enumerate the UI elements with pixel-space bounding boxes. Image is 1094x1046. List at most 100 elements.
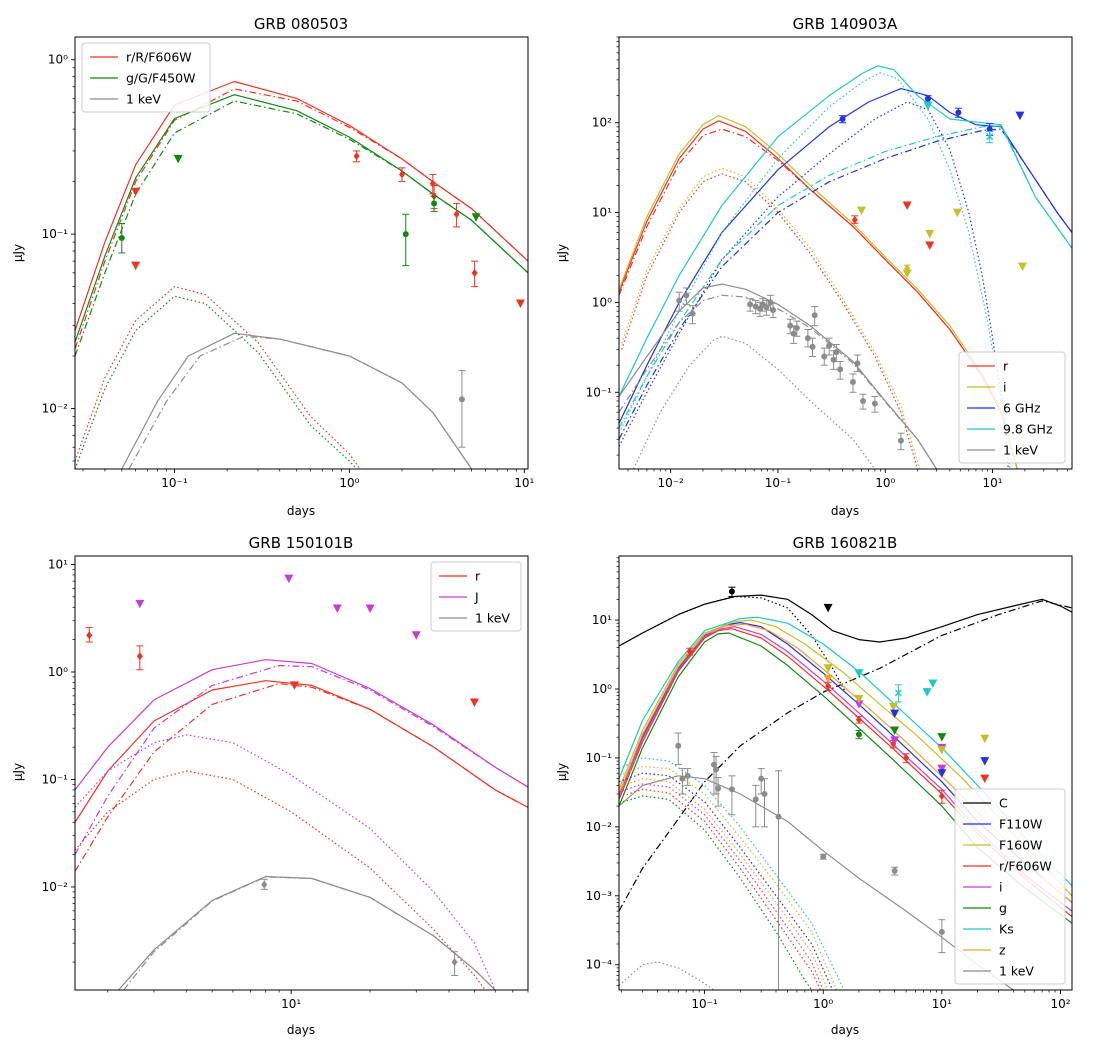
series-line: J forward — [75, 664, 528, 855]
series-line: 1 keV forward — [128, 335, 473, 469]
x-tick-label: 10⁻¹ — [161, 476, 188, 490]
upper-limit-marker — [515, 299, 525, 309]
data-points — [675, 95, 1027, 451]
upper-limit-marker — [888, 702, 898, 712]
legend-label: F110W — [999, 817, 1042, 832]
x-tick-label: 10¹ — [932, 997, 952, 1011]
series-line: r forward — [75, 88, 528, 349]
data-points — [118, 150, 525, 448]
y-tick-label: 10⁻² — [42, 402, 69, 416]
series-line: 6 GHz forward — [619, 128, 1072, 440]
upper-limit-marker — [980, 734, 990, 744]
upper-limit-marker — [890, 736, 900, 745]
data-marker — [261, 880, 268, 889]
upper-limit-marker — [823, 674, 833, 684]
y-tick-label: 10¹ — [592, 613, 612, 627]
upper-limit-marker — [854, 700, 864, 709]
series-line: 9.8 GHz forward — [619, 125, 1072, 429]
data-marker — [820, 853, 827, 860]
upper-limit-marker — [135, 599, 145, 609]
data-marker — [683, 292, 690, 299]
data-marker — [825, 682, 832, 691]
panel-grb-160821b: GRB 160821B 10⁻¹ 10⁰ 10¹ 10²10⁻⁴10⁻³10⁻²10⁻… — [555, 534, 1073, 1037]
x-tick-label: 10¹ — [281, 997, 301, 1011]
upper-limit-marker — [1015, 111, 1025, 121]
x-axis-label: days — [287, 1023, 315, 1037]
series-line: r reverse — [75, 286, 361, 469]
y-tick-label: 10⁻² — [42, 880, 69, 894]
upper-limit-marker — [928, 679, 938, 689]
data-marker — [849, 379, 856, 386]
upper-limit-marker — [937, 733, 947, 742]
axes-frame — [618, 555, 1073, 991]
data-marker — [713, 766, 720, 773]
data-marker — [747, 301, 754, 308]
legend: r/R/F606W g/G/F450W 1 keV — [81, 42, 211, 113]
data-marker — [675, 742, 682, 749]
upper-limit-marker — [131, 261, 141, 271]
axes-frame — [74, 36, 529, 470]
upper-limit-marker — [823, 664, 833, 673]
legend-box — [430, 561, 522, 632]
data-marker — [728, 588, 735, 595]
series-line: 1 keV total — [121, 332, 473, 469]
legend-label: r/R/F606W — [126, 50, 192, 65]
upper-limit-marker — [823, 603, 833, 613]
data-marker — [431, 200, 438, 207]
upper-limit-marker — [854, 694, 864, 704]
series-line: g reverse — [75, 295, 358, 469]
series-line: i reverse — [621, 167, 921, 469]
legend-label: 1 keV — [1003, 443, 1038, 458]
y-tick-label: 10⁰ — [592, 295, 612, 309]
y-tick-label: 10⁻¹ — [42, 227, 69, 241]
series-line: F110W reverse — [619, 772, 834, 990]
data-points — [674, 586, 990, 990]
upper-limit-marker — [890, 709, 900, 719]
data-marker — [118, 235, 125, 242]
minor-ticks — [72, 67, 517, 472]
data-marker — [763, 304, 770, 311]
legend-box — [954, 788, 1066, 985]
data-marker — [684, 772, 691, 779]
y-tick-label: 10⁻² — [586, 820, 613, 834]
data-marker — [402, 231, 409, 238]
upper-limit-marker — [284, 574, 294, 584]
upper-limit-marker — [173, 154, 183, 164]
legend: C F110W F160W r/F606W ig Ks z 1 keV — [954, 788, 1066, 985]
data-marker — [793, 324, 800, 331]
y-tick-label: 10¹ — [48, 558, 68, 572]
data-marker — [728, 786, 735, 793]
data-marker — [471, 268, 478, 277]
y-axis-label: μJy — [555, 244, 569, 262]
series-line: Ks — [619, 616, 1072, 887]
data-marker — [451, 958, 458, 967]
series-line: 6 GHz reverse — [619, 101, 1009, 469]
series-line: 9.8 GHz reverse — [619, 72, 1011, 469]
series-line: z reverse — [619, 778, 829, 990]
series-line: J total — [75, 659, 528, 791]
series-line: Ks reverse — [619, 757, 845, 990]
x-tick-label: 10⁰ — [875, 476, 895, 490]
data-marker — [891, 867, 898, 874]
series-line: r forward — [619, 128, 1018, 469]
legend-label: 6 GHz — [1003, 401, 1041, 416]
data-marker — [770, 307, 777, 314]
upper-limit-marker — [411, 631, 421, 640]
data-marker — [767, 299, 774, 306]
data-marker — [903, 753, 910, 762]
series-line: C forward — [619, 600, 1072, 912]
y-axis-label: μJy — [11, 244, 25, 262]
data-marker — [86, 631, 93, 640]
legend-label: J — [474, 590, 479, 605]
y-tick-label: 10⁻¹ — [42, 772, 69, 786]
x-tick-label: 10¹ — [983, 476, 1003, 490]
series-lines: r totalr forwardr reverseJ totalJ forwar… — [75, 659, 528, 990]
series-line: r reverse — [75, 770, 486, 990]
y-axis-label: μJy — [555, 763, 569, 781]
data-marker — [855, 731, 862, 738]
legend-label: 1 keV — [999, 964, 1034, 979]
legend-label: i — [999, 880, 1002, 895]
panel-grb-140903a: GRB 140903A 10⁻² 10⁻¹ 10⁰ 10¹ 10⁻¹ 10⁰ 10¹ 10² r… — [555, 15, 1073, 518]
series-line: r reverse — [621, 173, 919, 469]
data-marker — [821, 353, 828, 360]
